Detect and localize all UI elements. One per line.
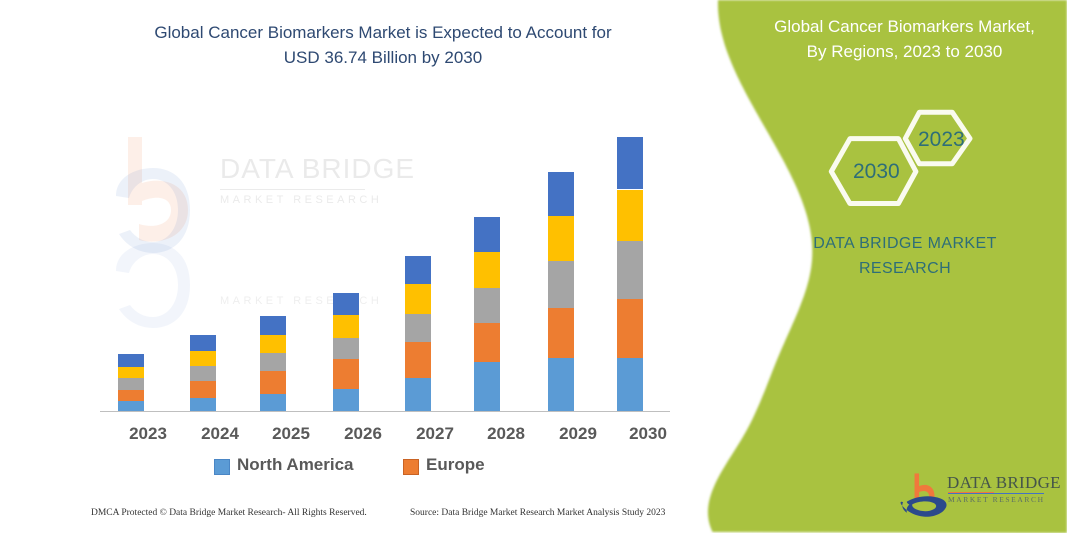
svg-text:2023: 2023 [918,128,965,151]
svg-text:2030: 2030 [853,160,900,183]
